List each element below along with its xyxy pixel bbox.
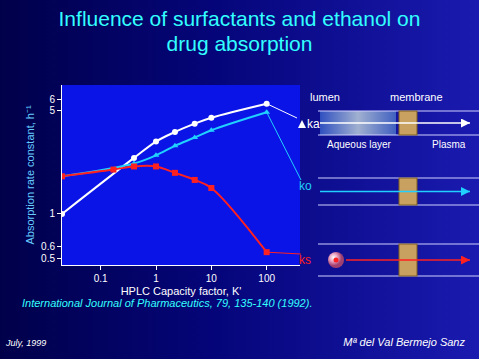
svg-text:1: 1 [153,273,159,284]
html-text:Mª del Val Bermejo Sanz: Mª del Val Bermejo Sanz [343,336,465,348]
html-text:July, 1999: July, 1999 [6,338,47,348]
svg-text:100: 100 [258,273,275,284]
svg-text:HPLC Capacity factor, K': HPLC Capacity factor, K' [121,285,242,297]
svg-text:5: 5 [49,105,55,116]
svg-text:Absorption rate constant, h⁻¹: Absorption rate constant, h⁻¹ [24,105,36,244]
svg-text:Plasma: Plasma [432,139,466,150]
svg-text:Aqueous layer: Aqueous layer [327,139,392,150]
svg-text:6: 6 [49,94,55,105]
html-text:International Journal of Pharm: International Journal of Pharmaceutics, … [22,297,313,309]
svg-text:0.1: 0.1 [94,273,108,284]
svg-text:0.5: 0.5 [41,253,55,264]
html-text:Influence of surfactants and e: Influence of surfactants and ethanol on … [58,7,421,55]
svg-text:0.6: 0.6 [41,241,55,252]
svg-text:ko: ko [299,179,312,193]
svg-text:1: 1 [49,208,55,219]
svg-text:ks: ks [299,253,311,267]
svg-text:membrane: membrane [390,91,443,103]
svg-text:10: 10 [206,273,218,284]
svg-text:lumen: lumen [310,91,340,103]
svg-text:ka: ka [307,117,320,131]
